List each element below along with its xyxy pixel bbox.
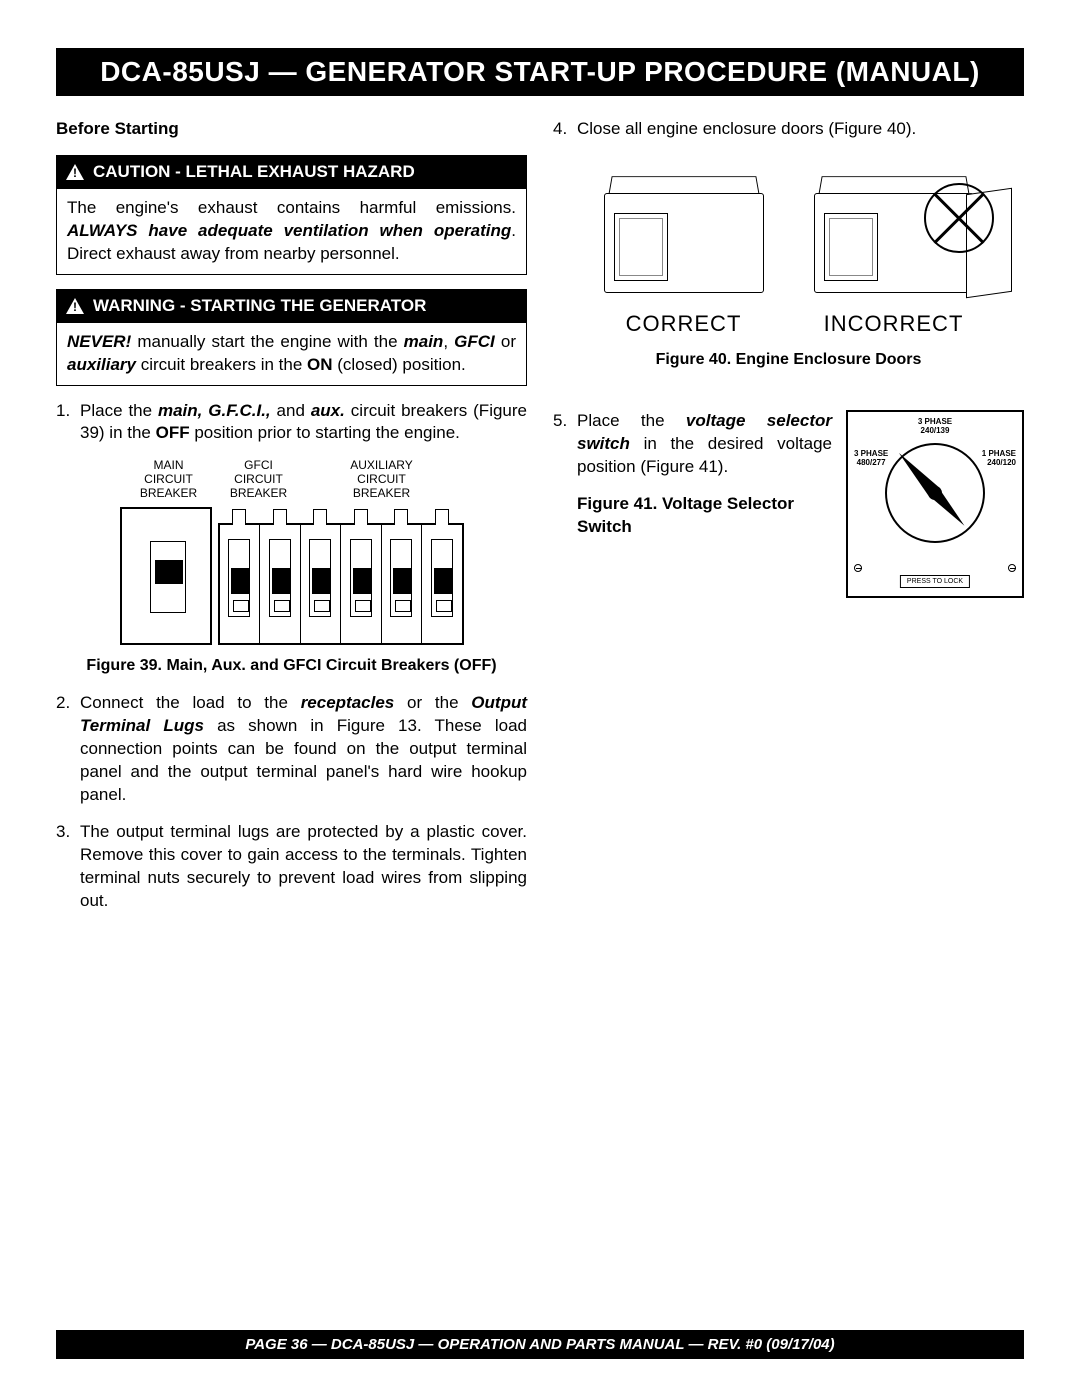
step-3: 3. The output terminal lugs are protecte… (56, 821, 527, 913)
step-5-block: 5. Place the voltage selector switch in … (553, 410, 832, 539)
main-breaker-switch (150, 541, 186, 613)
generator-closed-illustration (594, 163, 774, 303)
svg-text:!: ! (73, 300, 77, 314)
warning-aux: auxiliary (67, 355, 136, 374)
voltage-label-right: 1 PHASE 240/120 (982, 450, 1016, 468)
caution-header: ! CAUTION - LETHAL EXHAUST HAZARD (57, 156, 526, 189)
incorrect-label: INCORRECT (804, 309, 984, 339)
warning-never: NEVER! (67, 332, 131, 351)
step-number: 2. (56, 692, 80, 807)
before-starting-heading: Before Starting (56, 118, 527, 141)
multi-breaker-group: GFCI CIRCUIT BREAKER AUXILIARY CIRCUIT B… (218, 459, 464, 644)
caution-text-em: ALWAYS have adequate ventilation when op… (67, 221, 511, 240)
step-1-text: Place the main, G.F.C.I., and aux. circu… (80, 400, 527, 446)
step-4: 4. Close all engine enclosure doors (Fig… (553, 118, 1024, 141)
warning-triangle-icon: ! (65, 163, 85, 181)
selector-dial (885, 443, 985, 543)
figure-41: 3 PHASE 240/139 3 PHASE 480/277 1 PHASE … (846, 410, 1024, 598)
press-to-lock-label: PRESS TO LOCK (900, 575, 970, 588)
caution-box: ! CAUTION - LETHAL EXHAUST HAZARD The en… (56, 155, 527, 275)
breaker-slot (220, 525, 261, 643)
warning-t1: manually start the engine with the (131, 332, 403, 351)
breaker-slot (301, 525, 342, 643)
step-number: 5. (553, 410, 577, 479)
page-footer: PAGE 36 — DCA-85USJ — OPERATION AND PART… (56, 1330, 1024, 1359)
gfci-breaker-label: GFCI CIRCUIT BREAKER (218, 459, 300, 500)
s2-em1: receptacles (301, 693, 395, 712)
s1-em2: aux. (311, 401, 345, 420)
step-5-text: Place the voltage selector switch in the… (577, 410, 832, 479)
s2-mid: or the (394, 693, 471, 712)
multi-breaker-box (218, 523, 464, 645)
s1-post2: position prior to starting the engine. (190, 423, 460, 442)
warning-gfci: GFCI (454, 332, 495, 351)
step-5: 5. Place the voltage selector switch in … (553, 410, 832, 479)
generator-correct: CORRECT (594, 163, 774, 339)
figure-41-caption: Figure 41. Voltage Selector Switch (577, 493, 832, 539)
breaker-slot (260, 525, 301, 643)
prohibited-icon (924, 183, 994, 253)
main-breaker-box (120, 507, 212, 645)
main-breaker-group: MAIN CIRCUIT BREAKER (120, 459, 218, 644)
correct-label: CORRECT (594, 309, 774, 339)
step-5-wrap: 5. Place the voltage selector switch in … (553, 410, 1024, 598)
warning-main: main (404, 332, 444, 351)
step-number: 3. (56, 821, 80, 913)
warning-on: ON (307, 355, 333, 374)
step-number: 1. (56, 400, 80, 446)
caution-text-pre: The engine's exhaust contains harmful em… (67, 198, 516, 217)
warning-triangle-icon: ! (65, 297, 85, 315)
breaker-slot (341, 525, 382, 643)
screw-icon (1008, 564, 1016, 572)
warning-body: NEVER! manually start the engine with th… (57, 323, 526, 385)
step-3-text: The output terminal lugs are protected b… (80, 821, 527, 913)
steps-list-left-2: 2. Connect the load to the receptacles o… (56, 692, 527, 912)
s2-pre: Connect the load to the (80, 693, 301, 712)
caution-body: The engine's exhaust contains harmful em… (57, 189, 526, 274)
caution-header-text: CAUTION - LETHAL EXHAUST HAZARD (93, 161, 415, 184)
step-1: 1. Place the main, G.F.C.I., and aux. ci… (56, 400, 527, 446)
warning-header: ! WARNING - STARTING THE GENERATOR (57, 290, 526, 323)
steps-list-left: 1. Place the main, G.F.C.I., and aux. ci… (56, 400, 527, 446)
right-column: 4. Close all engine enclosure doors (Fig… (553, 118, 1024, 927)
figure-40: CORRECT INCORRECT (553, 163, 1024, 339)
warning-box: ! WARNING - STARTING THE GENERATOR NEVER… (56, 289, 527, 386)
page-title-bar: DCA-85USJ — GENERATOR START-UP PROCEDURE… (56, 48, 1024, 96)
steps-list-right: 4. Close all engine enclosure doors (Fig… (553, 118, 1024, 141)
steps-list-right-2: 5. Place the voltage selector switch in … (553, 410, 832, 479)
step-4-text: Close all engine enclosure doors (Figure… (577, 118, 1024, 141)
screw-icon (854, 564, 862, 572)
dial-center (928, 486, 942, 500)
warning-t5: (closed) position. (333, 355, 466, 374)
generator-open-illustration (804, 163, 984, 303)
aux-breaker-label: AUXILIARY CIRCUIT BREAKER (300, 459, 464, 500)
breaker-slot (422, 525, 462, 643)
figure-39: MAIN CIRCUIT BREAKER GFCI CIRCUIT BREAKE… (56, 459, 527, 644)
warning-t2: , (443, 332, 454, 351)
warning-t4: circuit breakers in the (136, 355, 307, 374)
step-2: 2. Connect the load to the receptacles o… (56, 692, 527, 807)
s1-em3: OFF (156, 423, 190, 442)
s1-em: main, G.F.C.I., (158, 401, 271, 420)
s1-mid: and (271, 401, 311, 420)
main-breaker-label: MAIN CIRCUIT BREAKER (120, 459, 218, 500)
svg-text:!: ! (73, 166, 77, 180)
voltage-label-left: 3 PHASE 480/277 (854, 450, 888, 468)
breaker-slot (382, 525, 423, 643)
voltage-label-top: 3 PHASE 240/139 (918, 418, 952, 436)
warning-t3: or (495, 332, 516, 351)
figure-39-caption: Figure 39. Main, Aux. and GFCI Circuit B… (56, 655, 527, 677)
warning-header-text: WARNING - STARTING THE GENERATOR (93, 295, 426, 318)
left-column: Before Starting ! CAUTION - LETHAL EXHAU… (56, 118, 533, 927)
s1-pre: Place the (80, 401, 158, 420)
generator-incorrect: INCORRECT (804, 163, 984, 339)
s5-pre: Place the (577, 411, 686, 430)
content-columns: Before Starting ! CAUTION - LETHAL EXHAU… (56, 118, 1024, 927)
step-2-text: Connect the load to the receptacles or t… (80, 692, 527, 807)
figure-40-caption: Figure 40. Engine Enclosure Doors (553, 349, 1024, 371)
step-number: 4. (553, 118, 577, 141)
